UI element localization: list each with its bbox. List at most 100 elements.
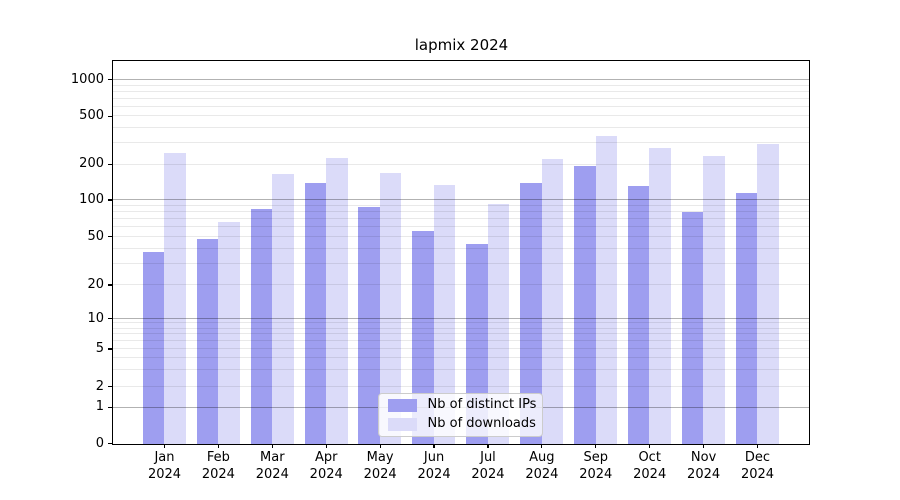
- y-tick-mark: [108, 317, 113, 320]
- y-tick-mark: [108, 443, 113, 445]
- gridline-minor: [112, 142, 810, 144]
- x-tick-mark: [541, 444, 543, 449]
- legend-swatch-downloads: [387, 417, 417, 431]
- chart-title: lapmix 2024: [414, 36, 509, 54]
- bar-distinct-ips-may: [358, 206, 380, 444]
- gridline-minor: [112, 211, 810, 213]
- gridline-minor: [112, 327, 810, 329]
- x-tick-mark: [271, 444, 273, 449]
- plot-inner: [112, 61, 810, 444]
- bar-distinct-ips-jun: [412, 231, 434, 444]
- bar-downloads-may: [379, 172, 402, 444]
- y-tick-mark: [108, 406, 113, 408]
- legend: Nb of distinct IPs Nb of downloads: [377, 392, 543, 437]
- x-tick-mark: [703, 444, 705, 449]
- y-tick-label: 5: [95, 341, 104, 356]
- legend-swatch-distinct-ips: [387, 398, 417, 412]
- bar-downloads-aug: [541, 159, 564, 444]
- legend-label-downloads: Nb of downloads: [427, 416, 536, 431]
- gridline-minor: [112, 340, 810, 342]
- gridline-minor: [112, 369, 810, 371]
- y-tick-mark: [108, 386, 113, 388]
- x-tick-label: Feb 2024: [201, 450, 235, 482]
- x-tick-mark: [487, 444, 489, 449]
- y-tick-label: 20: [87, 277, 104, 292]
- x-tick-label: Dec 2024: [740, 450, 775, 482]
- bar-distinct-ips-dec: [735, 192, 758, 444]
- gridline-minor: [112, 247, 810, 249]
- gridline-minor: [112, 226, 810, 228]
- bar-distinct-ips-sep: [574, 166, 596, 444]
- bar-distinct-ips-oct: [627, 186, 650, 444]
- gridline-minor: [112, 84, 810, 86]
- gridline-major: [112, 79, 810, 81]
- gridline-minor: [112, 163, 810, 165]
- gridline-minor: [112, 322, 810, 324]
- x-tick-mark: [756, 444, 759, 449]
- x-tick-mark: [649, 444, 651, 449]
- y-tick-label: 0: [95, 435, 104, 451]
- bar-downloads-apr: [326, 157, 348, 444]
- x-tick-mark: [163, 444, 166, 449]
- y-tick-mark: [108, 284, 113, 286]
- legend-row-downloads: Nb of downloads: [387, 416, 536, 432]
- x-tick-label: Jun 2024: [417, 450, 451, 482]
- gridline-minor: [112, 357, 810, 359]
- gridline-minor: [112, 333, 810, 335]
- y-tick-label: 1: [95, 399, 104, 415]
- bar-distinct-ips-nov: [681, 211, 704, 444]
- x-tick-label: Jul 2024: [471, 450, 505, 482]
- y-tick-mark: [108, 348, 113, 350]
- legend-row-distinct-ips: Nb of distinct IPs: [387, 397, 536, 413]
- x-tick-mark: [595, 444, 597, 449]
- bar-downloads-mar: [272, 174, 294, 444]
- gridline-minor: [112, 348, 810, 350]
- y-tick-mark: [108, 163, 113, 165]
- y-tick-label: 500: [79, 108, 104, 124]
- gridline-minor: [112, 204, 810, 206]
- bar-distinct-ips-aug: [520, 182, 542, 444]
- gridline-minor: [112, 127, 810, 129]
- y-tick-mark: [108, 235, 113, 238]
- gridline-minor: [112, 218, 810, 220]
- gridline-major: [112, 317, 810, 319]
- y-tick-mark: [108, 79, 113, 81]
- x-tick-label: Nov 2024: [687, 450, 721, 482]
- gridline-minor: [112, 235, 810, 237]
- bar-downloads-dec: [757, 144, 779, 444]
- x-tick-mark: [325, 444, 327, 449]
- x-tick-label: Sep 2024: [579, 450, 613, 482]
- gridline-minor: [112, 90, 810, 92]
- y-tick-mark: [108, 199, 113, 201]
- bar-distinct-ips-jan: [142, 252, 165, 444]
- bar-distinct-ips-feb: [196, 238, 219, 444]
- bar-downloads-jun: [433, 184, 456, 444]
- y-tick-label: 10: [87, 310, 104, 326]
- gridline-minor: [112, 385, 810, 387]
- y-tick-mark: [108, 115, 113, 117]
- bar-distinct-ips-mar: [250, 209, 273, 444]
- x-tick-mark: [379, 444, 381, 449]
- y-tick-label: 2: [95, 378, 104, 394]
- legend-label-distinct-ips: Nb of distinct IPs: [427, 397, 537, 412]
- bar-distinct-ips-apr: [304, 182, 327, 444]
- x-tick-label: Jan 2024: [147, 450, 182, 482]
- gridline-minor: [112, 105, 810, 107]
- bar-downloads-nov: [703, 156, 725, 444]
- y-tick-label: 1000: [70, 71, 104, 87]
- bar-downloads-jul: [487, 203, 510, 444]
- gridline-minor: [112, 284, 810, 286]
- x-tick-mark: [217, 444, 219, 449]
- x-tick-label: Mar 2024: [255, 450, 289, 482]
- x-tick-label: Aug 2024: [525, 450, 559, 482]
- bar-downloads-jan: [164, 152, 186, 444]
- bar-downloads-sep: [595, 135, 618, 444]
- x-tick-label: May 2024: [363, 450, 397, 482]
- plot-area: [111, 59, 811, 445]
- gridline-minor: [112, 262, 810, 264]
- gridline-minor: [112, 97, 810, 99]
- y-tick-label: 200: [79, 156, 104, 172]
- gridline-major: [112, 199, 810, 201]
- y-tick-label: 100: [79, 192, 104, 207]
